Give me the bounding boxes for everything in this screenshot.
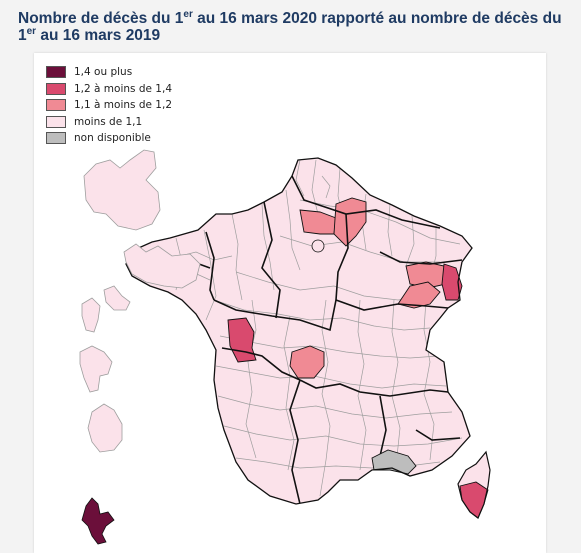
mainland-france [125,157,473,505]
legend-swatch [46,99,66,112]
paris-inset [311,239,325,253]
mainland-outline [125,157,473,505]
department-borders [139,159,463,497]
legend-label: 1,4 ou plus [74,66,133,79]
mayotte-shape [81,497,115,545]
legend-label: non disponible [74,132,151,145]
legend: 1,4 ou plus 1,2 à moins de 1,4 1,1 à moi… [46,64,172,147]
corsica [457,450,491,519]
guadeloupe-shape [83,149,161,231]
map-title: Nombre de décès du 1er au 16 mars 2020 r… [18,8,562,44]
legend-label: moins de 1,1 [74,115,143,128]
overseas-small-islands [79,285,131,453]
overseas-mayotte [81,497,115,545]
legend-item-1-4-or-more: 1,4 ou plus [46,64,172,81]
legend-label: 1,1 à moins de 1,2 [74,99,173,112]
island-shape-4 [87,403,123,453]
legend-label: 1,2 à moins de 1,4 [74,82,173,95]
overseas-inset-2 [123,243,201,289]
overseas-guadeloupe [83,149,161,231]
legend-swatch [46,115,66,128]
legend-item-not-available: non disponible [46,130,172,147]
department-haute-saone [397,281,441,309]
legend-item-1-1-to-1-2: 1,1 à moins de 1,2 [46,97,172,114]
department-haut-rhin [441,263,463,301]
legend-swatch [46,66,66,79]
legend-swatch [46,82,66,95]
corsica-outline [457,450,491,519]
legend-swatch [46,132,66,145]
legend-item-less-than-1-1: moins de 1,1 [46,114,172,131]
mainland-base [126,158,472,504]
legend-item-1-2-to-1-4: 1,2 à moins de 1,4 [46,81,172,98]
department-corse-du-sud [459,481,489,519]
island-shape-1 [81,297,101,333]
island-shape-3 [79,345,113,393]
island-shape-2 [103,285,131,311]
inset-2-shape [123,243,201,289]
department-marne-aisne [333,197,367,247]
region-borders [133,175,463,504]
department-allier [289,345,325,379]
